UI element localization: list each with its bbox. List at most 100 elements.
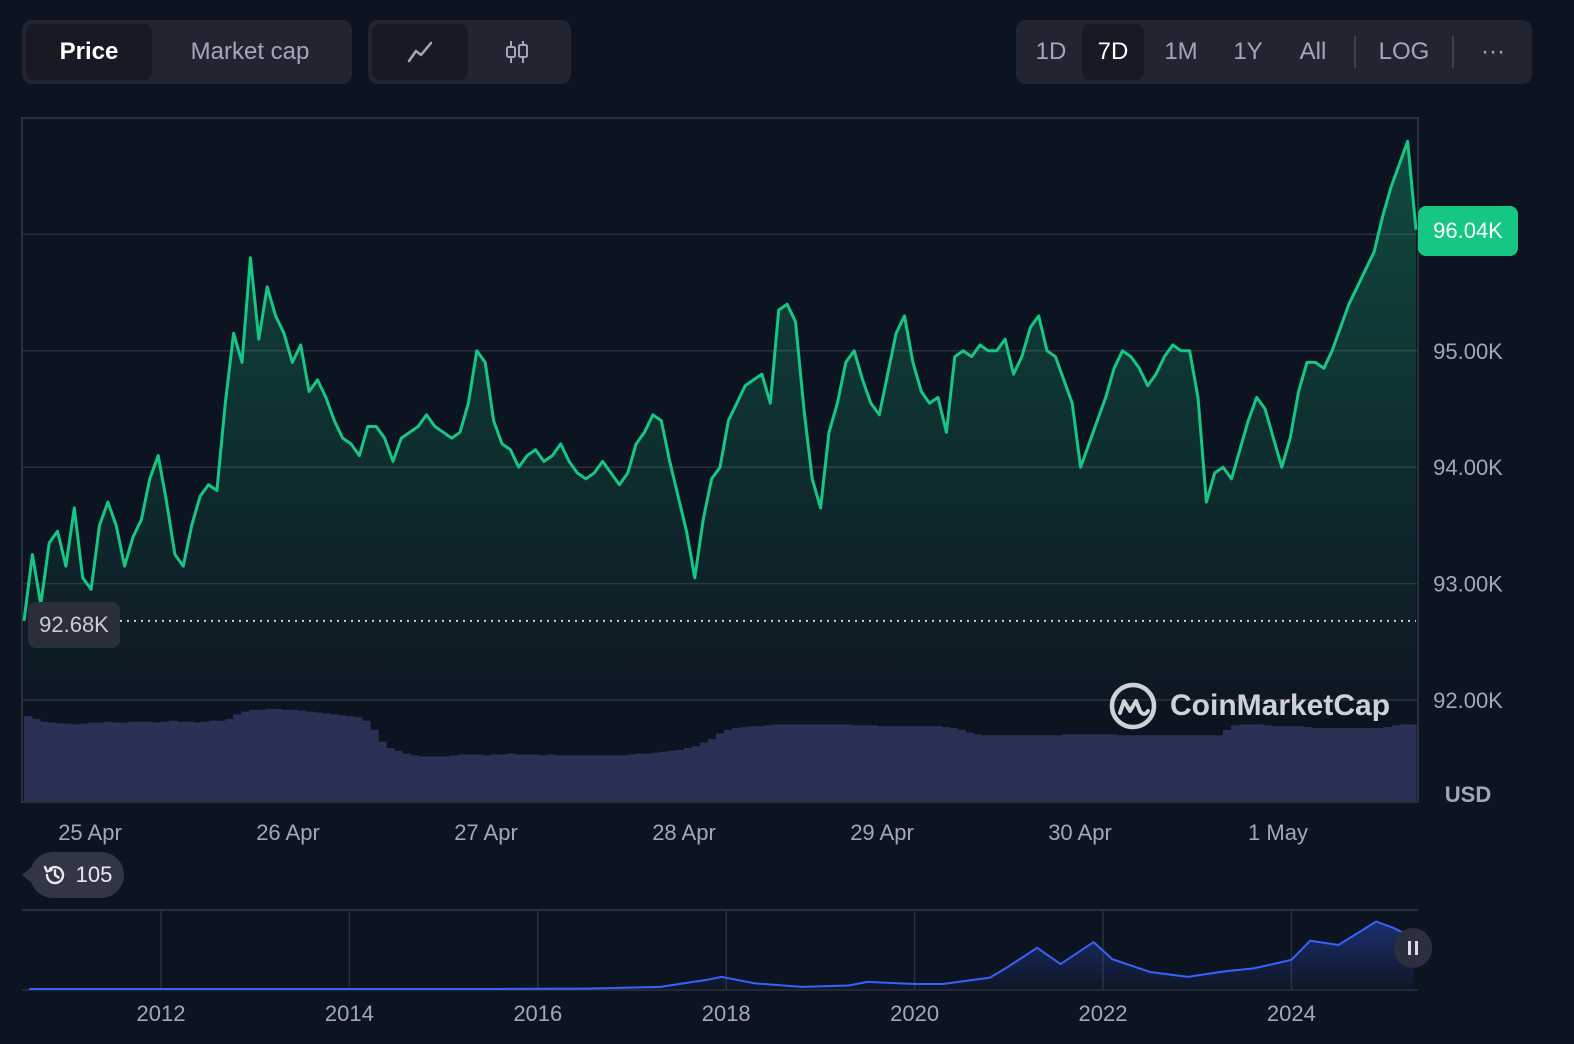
range-1d-tab[interactable]: 1D: [1035, 38, 1067, 65]
volume-bar: [128, 721, 138, 801]
volume-bar: [1303, 727, 1312, 801]
volume-bar: [1158, 735, 1168, 801]
volume-bar: [635, 753, 645, 801]
volume-bar: [241, 711, 250, 801]
volume-bar: [1182, 735, 1192, 801]
volume-bar: [402, 753, 411, 801]
x-tick-label: 1 May: [1248, 820, 1308, 845]
volume-bar: [498, 754, 508, 801]
price-line: [22, 139, 1418, 621]
volume-bar: [490, 754, 500, 801]
volume-bar: [909, 726, 918, 801]
volume-bar: [329, 714, 339, 801]
volume-bar: [442, 756, 451, 801]
x-tick-label: 27 Apr: [454, 820, 518, 845]
volume-bar: [225, 718, 234, 801]
volume-bar: [1263, 725, 1272, 801]
volume-bar: [56, 723, 65, 801]
volume-bar: [788, 724, 797, 801]
volume-bar: [675, 749, 685, 801]
volume-bar: [796, 724, 805, 801]
volume-bar: [1222, 729, 1232, 801]
volume-bar: [716, 733, 725, 801]
volume-bar: [209, 720, 218, 801]
volume-bar: [386, 748, 395, 801]
volume-bar: [691, 746, 701, 801]
volume-bar: [136, 721, 146, 801]
metric-toggle: Price Market cap: [22, 20, 352, 84]
volume-bar: [836, 724, 846, 801]
volume-bar: [104, 721, 114, 801]
more-options-button[interactable]: ···: [1481, 38, 1505, 65]
volume-bar: [844, 724, 854, 801]
volume-bar: [474, 754, 484, 801]
volume-bar: [233, 714, 242, 801]
volume-bar: [804, 724, 814, 801]
x-tick-label: 28 Apr: [652, 820, 716, 845]
volume-bar: [281, 709, 291, 801]
volume-bar: [506, 753, 516, 801]
volume-bar: [659, 751, 669, 801]
volume-bar: [1126, 735, 1135, 801]
volume-bar: [1070, 734, 1079, 801]
volume-bar: [410, 755, 419, 801]
volume-bar: [957, 729, 966, 801]
volume-bar: [852, 725, 862, 801]
volume-bar: [1094, 734, 1103, 801]
price-tab[interactable]: Price: [26, 24, 152, 80]
volume-bar: [1343, 728, 1353, 801]
range-7d-tab[interactable]: 7D: [1082, 24, 1144, 80]
volume-bar: [96, 722, 105, 801]
range-1m-tab[interactable]: 1M: [1164, 38, 1198, 65]
volume-bar: [1134, 735, 1143, 801]
volume-bar: [345, 716, 355, 801]
minimap-handle-button[interactable]: [1394, 928, 1432, 968]
volume-bar: [1214, 735, 1224, 801]
range-1y-tab[interactable]: 1Y: [1233, 38, 1263, 65]
volume-bar: [273, 708, 282, 801]
volume-bar: [1230, 725, 1240, 801]
plot-frame: [21, 117, 1419, 803]
volume-bar: [820, 724, 830, 801]
volume-bar: [603, 755, 612, 801]
minimap[interactable]: 2012 2014 2016 2018 2020 2022 2024: [22, 909, 1418, 1026]
currency-label: USD: [1445, 782, 1491, 807]
volume-bar: [1319, 728, 1328, 801]
volume-bar: [868, 725, 878, 801]
volume-bar: [860, 725, 870, 801]
log-scale-toggle[interactable]: LOG: [1378, 38, 1430, 65]
coinmarketcap-logo-icon: [1109, 682, 1157, 730]
coinmarketcap-logo: CoinMarketCap: [1108, 680, 1390, 732]
candlestick-button[interactable]: [468, 24, 567, 80]
minimap-year-label: 2012: [137, 1001, 186, 1026]
minimap-year-label: 2024: [1267, 1001, 1316, 1026]
volume-bar: [1110, 734, 1119, 801]
volume-bar: [732, 728, 741, 801]
volume-bar: [973, 734, 983, 801]
volume-bar: [884, 726, 894, 801]
chart-type-toggle: [368, 20, 571, 84]
volume-bar: [571, 755, 580, 801]
volume-bar: [981, 735, 991, 801]
volume-bar: [1086, 734, 1095, 801]
x-axis-labels: 25 Apr 26 Apr 27 Apr 28 Apr 29 Apr 30 Apr 1 Ma…: [58, 820, 1308, 845]
market-cap-tab[interactable]: Market cap: [190, 38, 310, 65]
volume-bar: [466, 754, 476, 801]
volume-bar: [450, 755, 460, 801]
current-price-badge: 96.04K: [1418, 206, 1518, 256]
history-button[interactable]: 105: [30, 852, 124, 898]
volume-bar: [925, 726, 934, 801]
minimap-year-label: 2016: [513, 1001, 562, 1026]
volume-bar: [1037, 735, 1047, 801]
volume-bar: [1327, 728, 1337, 801]
volume-bar: [547, 754, 556, 801]
minimap-year-label: 2020: [890, 1001, 939, 1026]
volume-bar: [707, 739, 717, 801]
line-chart-button[interactable]: [372, 24, 468, 80]
volume-bar: [643, 753, 653, 801]
volume-bar: [917, 726, 926, 801]
range-all-tab[interactable]: All: [1299, 38, 1327, 65]
volume-bar: [1206, 735, 1216, 801]
volume-bar: [828, 724, 838, 801]
